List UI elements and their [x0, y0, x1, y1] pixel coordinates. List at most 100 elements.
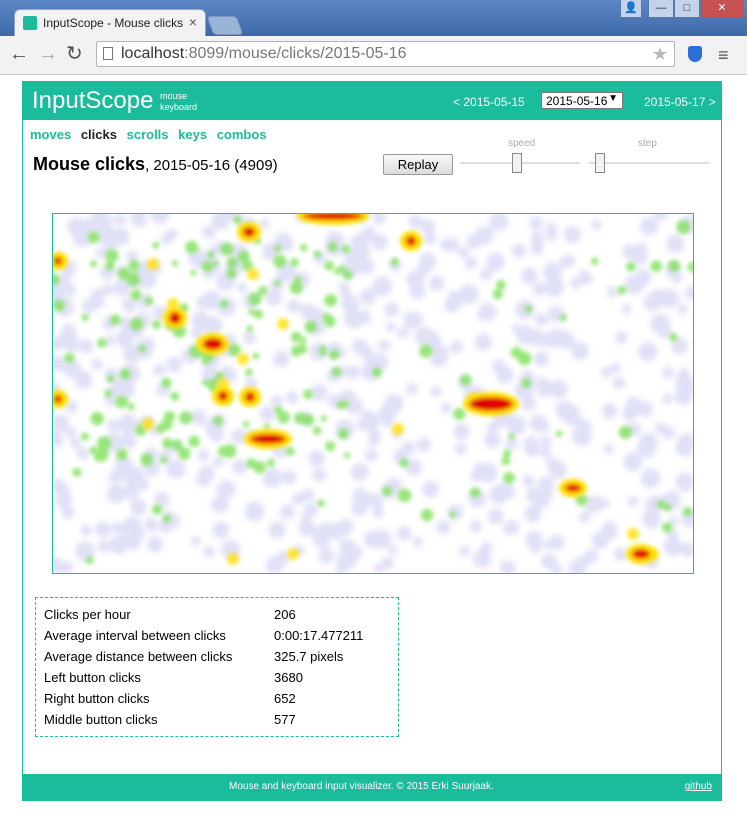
extension-icon[interactable]: [688, 46, 702, 62]
tab-scrolls[interactable]: scrolls: [126, 127, 169, 142]
tab-clicks[interactable]: clicks: [80, 127, 117, 142]
heat-dot-low: [230, 428, 247, 445]
heat-dot-mid: [503, 472, 515, 484]
heat-dot-mid: [126, 272, 141, 287]
heat-dot-mid: [172, 439, 183, 450]
heat-dot-mid: [144, 296, 154, 306]
heat-dot-low: [600, 366, 612, 378]
heat-dot-low: [64, 337, 80, 353]
close-window-button[interactable]: ✕: [700, 0, 744, 18]
heat-dot-mid: [228, 343, 241, 357]
heat-dot-low: [282, 470, 297, 485]
heat-dot-low: [439, 237, 454, 252]
speed-slider-handle[interactable]: [512, 153, 522, 173]
reload-button[interactable]: ↻: [66, 43, 83, 65]
mouse-link[interactable]: mouse: [160, 91, 188, 101]
heat-dot-mid: [324, 293, 338, 307]
tab-keys[interactable]: keys: [178, 127, 208, 142]
heat-dot-mid: [618, 425, 632, 440]
heat-dot-low: [65, 400, 78, 414]
minimize-button[interactable]: —: [648, 0, 674, 18]
heat-dot-hot: [250, 434, 286, 444]
date-select-value: 2015-05-16: [546, 94, 608, 108]
heat-dot-low: [198, 465, 215, 482]
heat-dot-mid: [524, 305, 533, 313]
heat-dot-low: [412, 536, 423, 548]
heat-dot-low: [359, 288, 377, 305]
heat-dot-low: [335, 563, 347, 573]
next-date-link[interactable]: 2015-05-17 >: [644, 95, 716, 109]
heat-dot-low: [591, 220, 602, 231]
step-slider[interactable]: [589, 153, 709, 173]
heat-dot-mid: [274, 406, 283, 415]
heat-dot-warm: [237, 353, 249, 365]
heat-dot-low: [546, 328, 566, 348]
heat-dot-low: [654, 422, 666, 434]
heat-dot-low: [563, 225, 582, 244]
heat-dot-low: [171, 356, 183, 368]
tab-combos[interactable]: combos: [216, 127, 267, 142]
replay-button[interactable]: Replay: [383, 154, 453, 175]
close-tab-icon[interactable]: ×: [188, 14, 197, 30]
heat-dot-low: [116, 330, 134, 348]
menu-icon[interactable]: ≡: [718, 45, 729, 65]
heat-dot-mid: [341, 245, 351, 254]
heat-dot-low: [212, 456, 224, 468]
heat-dot-low: [219, 214, 232, 221]
tab-moves[interactable]: moves: [30, 127, 72, 142]
heat-dot-mid: [178, 447, 191, 460]
heat-dot-mid: [317, 499, 325, 508]
heat-dot-low: [286, 299, 301, 313]
bookmark-star-icon[interactable]: ★: [651, 44, 668, 64]
heat-dot-low: [368, 429, 382, 442]
user-icon[interactable]: 👤: [620, 0, 642, 18]
keyboard-link[interactable]: keyboard: [160, 102, 198, 112]
heat-dot-low: [196, 295, 211, 310]
address-bar[interactable]: localhost:8099/mouse/clicks/2015-05-16 ★: [96, 41, 675, 67]
heat-dot-mid: [258, 285, 268, 296]
heat-dot-low: [612, 376, 626, 390]
github-link[interactable]: github: [684, 781, 712, 792]
heat-dot-low: [635, 269, 652, 286]
heat-dot-low: [101, 231, 121, 250]
browser-tab[interactable]: InputScope - Mouse clicks ×: [14, 9, 206, 36]
back-button[interactable]: ←: [9, 43, 29, 65]
heat-dot-low: [118, 381, 136, 399]
heat-dot-mid: [226, 268, 237, 279]
heat-dot-low: [544, 223, 558, 237]
heat-dot-low: [120, 432, 137, 449]
heat-dot-low: [150, 214, 170, 225]
heat-dot-low: [680, 542, 693, 558]
new-tab-button[interactable]: [206, 16, 244, 35]
heat-dot-low: [360, 314, 372, 325]
heat-dot-low: [649, 314, 668, 333]
heat-dot-low: [438, 346, 449, 358]
heat-dot-low: [387, 544, 398, 555]
heat-dot-low: [525, 530, 543, 548]
heat-dot-low: [642, 509, 661, 529]
heat-dot-mid: [188, 435, 200, 448]
heat-dot-low: [312, 467, 327, 483]
heat-dot-low: [304, 502, 319, 517]
table-row: Clicks per hour 206: [44, 607, 296, 622]
heat-dot-low: [500, 560, 516, 573]
heat-dot-low: [310, 384, 328, 402]
forward-button[interactable]: →: [38, 43, 58, 65]
date-select[interactable]: 2015-05-16 ▼: [541, 92, 623, 109]
brand-title[interactable]: InputScope: [32, 87, 154, 114]
prev-date-link[interactable]: < 2015-05-15: [453, 95, 525, 109]
heat-dot-mid: [171, 260, 179, 267]
heat-dot-low: [104, 394, 118, 407]
heat-dot-low: [121, 297, 137, 313]
heat-dot-low: [654, 214, 668, 222]
heat-dot-mid: [248, 292, 262, 306]
heat-dot-mid: [159, 456, 168, 464]
heat-dot-low: [675, 472, 693, 492]
speed-slider[interactable]: [460, 153, 580, 173]
heat-dot-mid: [343, 452, 351, 459]
maximize-button[interactable]: □: [674, 0, 700, 18]
heat-dot-mid: [119, 368, 131, 380]
heat-dot-hot: [565, 484, 581, 492]
heat-dot-low: [490, 216, 506, 232]
step-slider-handle[interactable]: [595, 153, 605, 173]
